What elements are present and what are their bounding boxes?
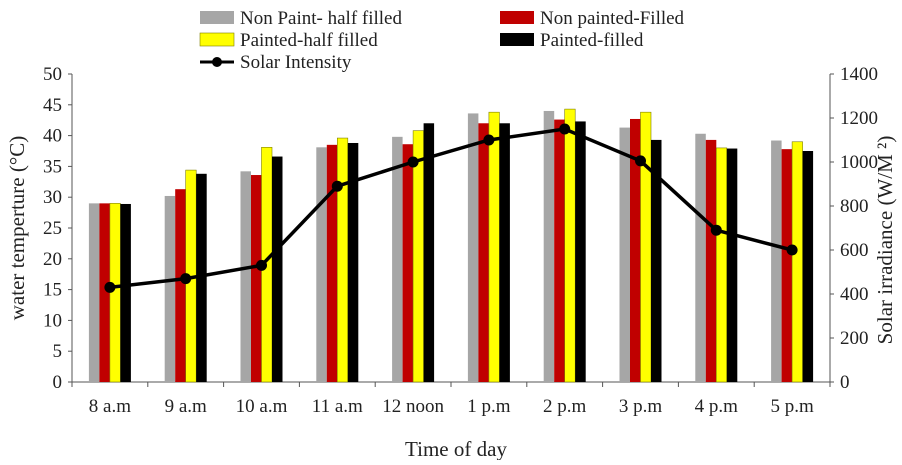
bar: [499, 123, 510, 382]
y-tick-label: 20: [43, 249, 62, 270]
x-tick-label: 4 p.m: [695, 396, 739, 417]
line-point: [635, 155, 646, 167]
bar: [791, 141, 803, 383]
legend-label: Non Paint- half filled: [240, 8, 402, 29]
x-tick-label: 1 p.m: [467, 396, 511, 417]
legend-swatch: [199, 32, 235, 47]
bar: [630, 118, 641, 382]
y-tick-label: 35: [43, 156, 62, 177]
line-point: [407, 156, 419, 168]
bar: [651, 139, 662, 382]
bar: [240, 171, 251, 382]
bar: [412, 130, 424, 383]
y-tick-label: 40: [43, 126, 62, 147]
x-tick-label: 3 p.m: [619, 396, 663, 417]
line-point: [786, 244, 798, 256]
legend-swatch: [200, 11, 234, 24]
y2-tick-label: 400: [840, 284, 869, 305]
legend-label: Solar Intensity: [240, 52, 352, 73]
bar: [695, 133, 706, 382]
bar: [392, 136, 403, 382]
bar: [715, 147, 728, 383]
bar: [272, 156, 283, 382]
bar: [619, 127, 630, 382]
bar: [88, 203, 100, 382]
line-point: [180, 273, 192, 285]
bar: [554, 119, 565, 383]
y-tick-label: 10: [43, 310, 62, 331]
legend-label: Non painted-Filled: [540, 8, 685, 29]
y-tick-label: 5: [53, 341, 63, 362]
y2-tick-label: 1400: [840, 64, 878, 85]
bar: [120, 203, 131, 382]
solar-line: [104, 123, 798, 293]
bar: [336, 137, 349, 383]
y-tick-label: 30: [43, 187, 62, 208]
bar: [402, 144, 414, 382]
x-tick-label: 11 a.m: [312, 396, 363, 417]
line-point: [559, 123, 571, 135]
y-tick-label: 45: [43, 95, 62, 116]
bar: [467, 113, 479, 382]
line-point: [483, 134, 495, 146]
bar: [802, 151, 814, 382]
bar: [488, 111, 500, 383]
y-tick-label: 0: [53, 372, 63, 393]
legend-label: Painted-half filled: [240, 30, 378, 51]
legend-line-marker: [212, 57, 222, 67]
y-tick-label: 15: [43, 280, 62, 301]
bar: [251, 175, 262, 382]
y2-tick-label: 200: [840, 328, 869, 349]
legend-label: Painted-filled: [540, 30, 644, 51]
legend-swatch: [500, 33, 534, 46]
x-tick-label: 5 p.m: [770, 396, 814, 417]
bar: [543, 110, 555, 383]
y-axis-title: water temperture (°C): [5, 136, 29, 320]
bar: [326, 144, 338, 382]
y2-axis-title: Solar irradiance (W/M ²): [873, 136, 897, 345]
y2-tick-label: 600: [840, 240, 869, 261]
bar: [564, 108, 576, 383]
y-tick-label: 25: [43, 218, 62, 239]
legend: Non Paint- half filled Non painted-Filled…: [199, 8, 685, 73]
bar: [164, 195, 176, 382]
bar: [705, 139, 717, 382]
bar: [347, 142, 359, 382]
x-tick-label: 10 a.m: [236, 396, 288, 417]
line-point: [256, 259, 267, 271]
bar: [640, 111, 652, 383]
line-point: [104, 281, 116, 293]
bar: [99, 203, 110, 382]
bar: [316, 147, 327, 382]
legend-swatch: [500, 11, 534, 24]
bar: [726, 148, 738, 382]
bar: [781, 149, 793, 382]
y-tick-label: 50: [43, 64, 62, 85]
x-tick-label: 8 a.m: [89, 396, 131, 417]
y2-tick-label: 1200: [840, 108, 878, 129]
y2-tick-label: 1000: [840, 152, 878, 173]
x-axis-title: Time of day: [405, 437, 507, 460]
y2-tick-label: 800: [840, 196, 869, 217]
x-tick-label: 2 p.m: [543, 396, 587, 417]
x-tick-label: 9 a.m: [165, 396, 207, 417]
bar: [423, 123, 435, 382]
line-point: [710, 224, 722, 236]
bar: [175, 189, 186, 382]
bar: [109, 203, 121, 383]
x-tick-label: 12 noon: [382, 396, 444, 417]
bar: [575, 121, 586, 382]
y2-tick-label: 0: [840, 372, 850, 393]
bar: [771, 140, 782, 382]
bar: [196, 173, 207, 382]
solar-intensity-line: [109, 127, 793, 290]
axes: 0 5 10 15 20 25 30 35 40 45 50 0 200 400 600 800 1000 120…: [43, 64, 878, 417]
line-point: [331, 180, 343, 192]
bar: [478, 123, 489, 382]
